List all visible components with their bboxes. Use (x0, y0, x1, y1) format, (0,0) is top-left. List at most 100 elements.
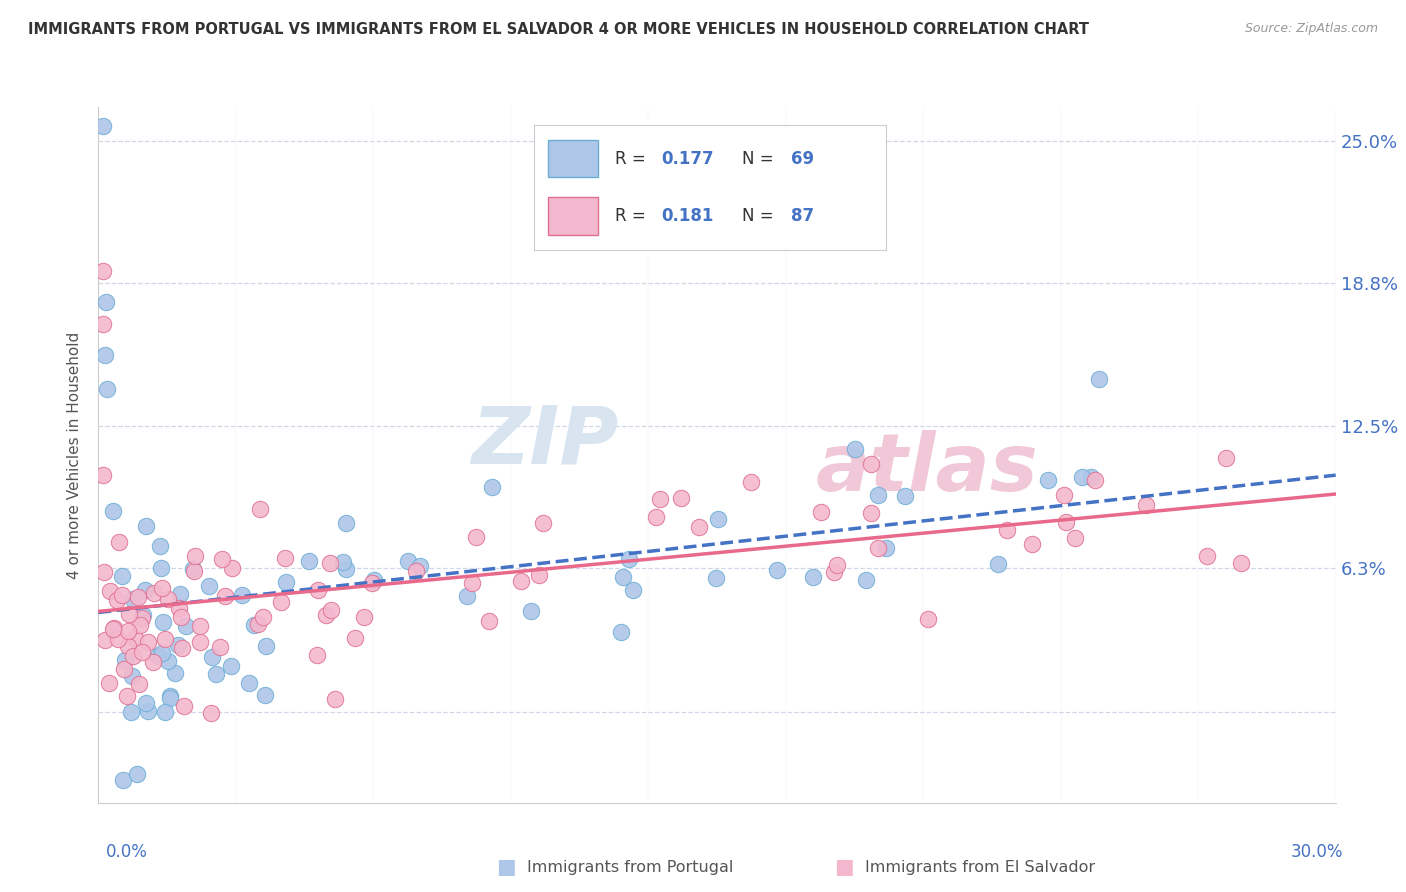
Point (214, 590, 236, 604)
Point (159, 690, 181, 704)
Point (1021, 537, 1043, 551)
Point (128, 677, 150, 691)
Text: N =: N = (742, 207, 779, 225)
Text: Source: ZipAtlas.com: Source: ZipAtlas.com (1244, 22, 1378, 36)
Point (146, 649, 169, 664)
Point (252, 610, 274, 624)
Point (825, 558, 848, 573)
Point (131, 645, 153, 659)
Point (253, 688, 276, 702)
Point (124, 631, 146, 645)
Point (149, 560, 172, 574)
Point (1070, 470, 1092, 484)
Point (704, 571, 727, 585)
Y-axis label: 4 or more Vehicles in Household: 4 or more Vehicles in Household (67, 331, 83, 579)
Point (173, 698, 195, 713)
Point (810, 505, 832, 519)
Point (231, 588, 253, 602)
Point (619, 552, 641, 566)
Point (96, 383, 118, 397)
Point (1080, 470, 1102, 484)
Point (274, 551, 297, 566)
Point (669, 491, 692, 506)
Point (200, 706, 222, 721)
Point (335, 516, 357, 530)
Point (172, 640, 194, 655)
Point (94, 348, 117, 362)
Point (129, 618, 152, 632)
Point (163, 666, 186, 681)
Text: 69: 69 (790, 150, 814, 168)
Point (456, 589, 478, 603)
Point (136, 704, 159, 718)
Point (122, 649, 145, 664)
Point (332, 555, 354, 569)
Point (319, 603, 342, 617)
Point (132, 607, 155, 622)
Point (1064, 531, 1087, 545)
Point (363, 573, 385, 587)
Text: 87: 87 (790, 207, 814, 225)
Point (169, 601, 191, 615)
Text: 0.177: 0.177 (661, 150, 713, 168)
Point (995, 524, 1018, 538)
Point (167, 638, 190, 652)
Text: Immigrants from Portugal: Immigrants from Portugal (527, 860, 734, 874)
Point (238, 676, 260, 690)
Point (103, 621, 125, 635)
Point (307, 582, 329, 597)
Point (198, 579, 221, 593)
Point (859, 506, 882, 520)
Point (155, 632, 177, 646)
Point (131, 610, 153, 624)
Point (325, 691, 347, 706)
Point (91, 468, 114, 483)
Point (465, 530, 488, 544)
Point (101, 503, 124, 517)
Point (98, 583, 121, 598)
Point (612, 570, 634, 584)
Point (361, 575, 384, 590)
Point (114, 653, 136, 667)
Point (305, 648, 328, 662)
Point (91, 264, 114, 278)
Point (183, 564, 205, 578)
Point (117, 624, 139, 638)
Point (688, 520, 710, 534)
Point (122, 592, 145, 607)
Text: ■: ■ (496, 857, 516, 877)
Point (529, 568, 551, 582)
Point (97, 675, 120, 690)
Point (152, 615, 174, 629)
Point (243, 617, 266, 632)
Point (127, 766, 149, 780)
Point (335, 562, 357, 576)
Point (621, 582, 644, 597)
FancyBboxPatch shape (548, 197, 598, 235)
Point (249, 501, 271, 516)
Text: R =: R = (616, 207, 651, 225)
Point (481, 480, 503, 494)
Point (408, 558, 430, 573)
Point (101, 622, 124, 636)
Point (405, 564, 427, 578)
Point (91, 119, 114, 133)
Text: N =: N = (742, 150, 779, 168)
Point (315, 607, 337, 622)
Point (188, 619, 211, 633)
Point (868, 541, 890, 556)
Point (270, 595, 292, 609)
Point (184, 549, 207, 563)
Point (648, 491, 671, 506)
FancyBboxPatch shape (548, 140, 598, 178)
Point (127, 590, 149, 604)
Point (987, 558, 1010, 572)
Point (765, 563, 787, 577)
Point (108, 534, 131, 549)
Point (201, 649, 224, 664)
Point (844, 442, 866, 456)
Point (169, 610, 191, 624)
Point (531, 516, 554, 531)
Point (115, 689, 138, 703)
Text: 0.181: 0.181 (661, 207, 713, 225)
